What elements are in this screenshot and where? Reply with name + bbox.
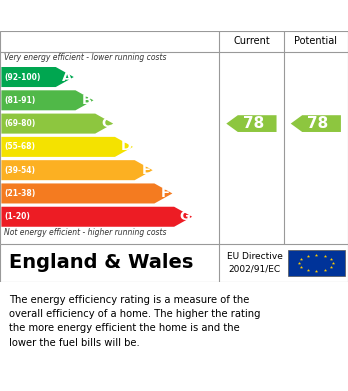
Text: Very energy efficient - lower running costs: Very energy efficient - lower running co… [4, 53, 167, 62]
Text: 78: 78 [308, 116, 329, 131]
Polygon shape [291, 115, 341, 132]
Text: D: D [120, 140, 132, 153]
Polygon shape [1, 207, 192, 227]
Text: (92-100): (92-100) [4, 72, 41, 81]
Polygon shape [1, 183, 172, 203]
Text: B: B [81, 94, 92, 107]
Text: (55-68): (55-68) [4, 142, 35, 151]
Text: Current: Current [233, 36, 270, 47]
Polygon shape [226, 115, 277, 132]
Polygon shape [1, 137, 133, 157]
Text: A: A [62, 70, 72, 84]
Text: G: G [180, 210, 191, 223]
Bar [0, 31, 348, 52]
Polygon shape [1, 90, 94, 110]
Text: (1-20): (1-20) [4, 212, 30, 221]
Bar [288, 249, 345, 276]
Text: E: E [141, 164, 150, 177]
Polygon shape [1, 67, 74, 87]
Text: (39-54): (39-54) [4, 166, 35, 175]
Text: (69-80): (69-80) [4, 119, 35, 128]
Text: The energy efficiency rating is a measure of the
overall efficiency of a home. T: The energy efficiency rating is a measur… [9, 295, 260, 348]
Text: C: C [102, 117, 111, 130]
Text: (81-91): (81-91) [4, 96, 35, 105]
Text: England & Wales: England & Wales [9, 253, 193, 273]
Text: EU Directive
2002/91/EC: EU Directive 2002/91/EC [227, 252, 283, 274]
Text: (21-38): (21-38) [4, 189, 35, 198]
Polygon shape [1, 113, 113, 134]
Bar [219, 31, 348, 244]
Text: 78: 78 [243, 116, 264, 131]
Text: F: F [161, 187, 170, 200]
Text: Not energy efficient - higher running costs: Not energy efficient - higher running co… [4, 228, 167, 237]
Polygon shape [1, 160, 153, 180]
Text: Energy Efficiency Rating: Energy Efficiency Rating [9, 7, 238, 25]
Text: Potential: Potential [294, 36, 337, 47]
